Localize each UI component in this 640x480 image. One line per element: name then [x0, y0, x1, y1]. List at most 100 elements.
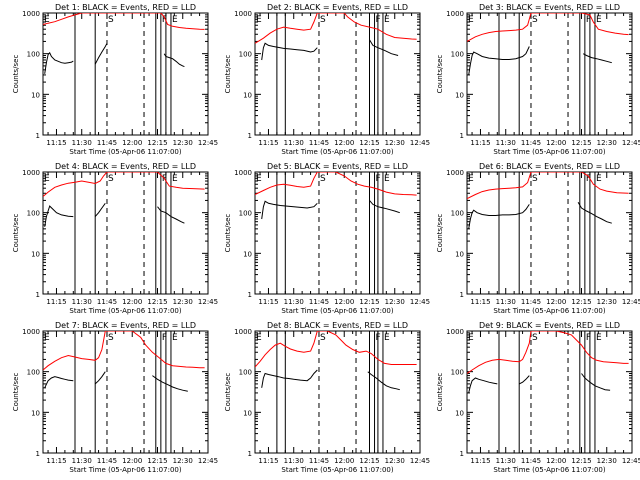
y-tick-label: 1000 [234, 328, 252, 336]
series-group [43, 13, 205, 74]
series-line-events [367, 371, 400, 391]
chart-title: Det 4: BLACK = Events, RED = LLD [55, 162, 196, 171]
event-marker-label: S [532, 15, 538, 25]
y-axis-label: Counts/sec [12, 55, 20, 94]
x-axis-label: Start Time (05-Apr-06 11:07:00) [493, 466, 605, 474]
y-axis-label: Counts/sec [436, 55, 444, 94]
x-tick-label: 12:00 [122, 298, 142, 306]
x-axis-label: Start Time (05-Apr-06 11:07:00) [281, 148, 393, 156]
x-tick-label: 11:15 [46, 457, 66, 465]
y-tick-label: 1000 [234, 169, 252, 177]
x-tick-label: 12:00 [334, 139, 354, 147]
x-tick-label: 12:15 [571, 298, 591, 306]
event-marker-label: S [320, 174, 326, 184]
y-tick-label: 1000 [446, 328, 464, 336]
event-marker-label: E [172, 174, 178, 184]
x-tick-label: 11:15 [46, 298, 66, 306]
y-tick-label: 10 [31, 409, 40, 417]
event-marker-label: S [320, 15, 326, 25]
x-tick-label: 11:30 [284, 457, 304, 465]
x-axis-label: Start Time (05-Apr-06 11:07:00) [281, 307, 393, 315]
y-tick-label: 10 [455, 91, 464, 99]
x-tick-label: 11:45 [97, 457, 117, 465]
series-line-lld [43, 331, 205, 371]
series-line-lld [467, 331, 629, 374]
y-tick-label: 1000 [22, 169, 40, 177]
y-tick-label: 1 [36, 450, 40, 458]
x-tick-label: 11:15 [470, 139, 490, 147]
series-group [467, 13, 629, 75]
series-line-events [94, 371, 106, 385]
series-group [467, 172, 629, 229]
series-line-events [369, 39, 399, 56]
y-tick-label: 1 [248, 291, 252, 299]
event-marker-label: S [532, 333, 538, 343]
series-line-events [152, 375, 188, 392]
x-tick-label: 12:15 [359, 457, 379, 465]
x-tick-label: 11:30 [284, 298, 304, 306]
x-tick-label: 12:00 [546, 457, 566, 465]
y-tick-label: 100 [239, 210, 252, 218]
event-marker-label: F [586, 174, 591, 184]
y-tick-label: 100 [239, 369, 252, 377]
x-tick-label: 11:45 [309, 457, 329, 465]
x-tick-label: 12:45 [410, 457, 430, 465]
x-tick-label: 12:30 [597, 298, 617, 306]
x-tick-label: 12:00 [334, 298, 354, 306]
series-line-lld [255, 13, 417, 44]
x-tick-label: 12:45 [622, 457, 640, 465]
series-line-events [577, 202, 612, 224]
x-axis-label: Start Time (05-Apr-06 11:07:00) [69, 466, 181, 474]
chart-title: Det 3: BLACK = Events, RED = LLD [479, 3, 620, 12]
x-tick-label: 12:15 [571, 457, 591, 465]
event-marker-label: E [44, 333, 50, 343]
series-line-lld [255, 172, 417, 196]
x-tick-label: 12:00 [122, 139, 142, 147]
x-tick-label: 12:30 [173, 298, 193, 306]
chart-panel-5: Det 5: BLACK = Events, RED = LLD 1 10 100 10… [224, 162, 430, 315]
series-line-events [163, 53, 185, 68]
x-tick-label: 12:30 [597, 139, 617, 147]
y-tick-label: 1 [460, 450, 464, 458]
event-marker-label: S [320, 333, 326, 343]
chart-title: Det 7: BLACK = Events, RED = LLD [55, 321, 196, 330]
x-tick-label: 11:30 [72, 139, 92, 147]
event-marker-label: E [384, 333, 390, 343]
y-tick-label: 1000 [234, 10, 252, 18]
x-tick-label: 12:00 [546, 139, 566, 147]
y-tick-label: 10 [243, 91, 252, 99]
x-tick-label: 12:15 [147, 139, 167, 147]
event-marker-label: E [172, 333, 178, 343]
x-tick-label: 11:15 [258, 139, 278, 147]
y-tick-label: 100 [451, 369, 464, 377]
x-tick-label: 12:15 [359, 298, 379, 306]
x-tick-label: 12:30 [597, 457, 617, 465]
x-tick-label: 12:45 [198, 298, 218, 306]
series-line-events [261, 369, 318, 388]
x-tick-label: 11:45 [309, 298, 329, 306]
y-tick-label: 100 [27, 369, 40, 377]
x-tick-label: 11:45 [521, 298, 541, 306]
series-line-events [369, 200, 400, 214]
event-marker-label: F [162, 333, 167, 343]
chart-panel-2: Det 2: BLACK = Events, RED = LLD 1 10 100 10… [224, 3, 430, 156]
x-tick-label: 12:00 [122, 457, 142, 465]
x-tick-label: 12:15 [147, 457, 167, 465]
x-tick-label: 12:30 [173, 139, 193, 147]
x-tick-label: 12:30 [385, 139, 405, 147]
y-tick-label: 1000 [446, 10, 464, 18]
y-axis-label: Counts/sec [436, 373, 444, 412]
chart-panel-7: Det 7: BLACK = Events, RED = LLD 1 10 100 10… [12, 321, 218, 474]
event-marker-label: E [256, 333, 262, 343]
y-tick-label: 10 [31, 250, 40, 258]
chart-panel-1: Det 1: BLACK = Events, RED = LLD 1 10 100 10… [12, 3, 218, 156]
chart-title: Det 2: BLACK = Events, RED = LLD [267, 3, 408, 12]
x-tick-label: 12:45 [622, 298, 640, 306]
event-marker-label: F [586, 333, 591, 343]
event-marker-label: S [532, 174, 538, 184]
x-tick-label: 11:15 [46, 139, 66, 147]
event-marker-label: E [384, 174, 390, 184]
event-marker-label: F [586, 15, 591, 25]
event-marker-label: S [108, 15, 114, 25]
